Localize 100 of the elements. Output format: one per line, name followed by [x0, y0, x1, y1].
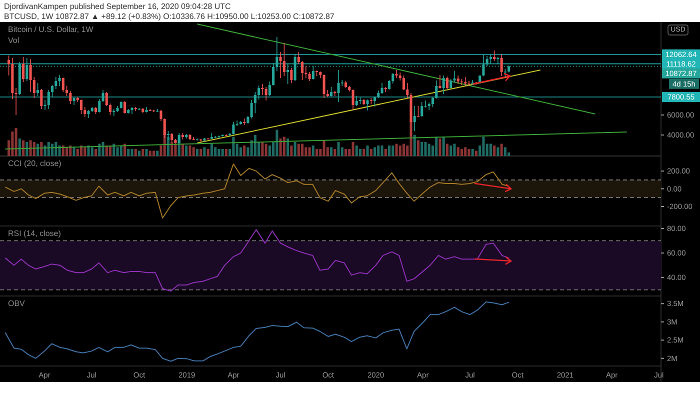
bar	[127, 149, 130, 156]
bar	[264, 144, 268, 156]
bar	[130, 149, 134, 156]
chart-title: CCI (20, close)	[8, 159, 62, 168]
bar	[304, 147, 308, 156]
bar	[18, 138, 21, 156]
bar	[344, 149, 348, 156]
candlestick	[160, 110, 162, 122]
bar	[170, 142, 174, 156]
bar	[282, 136, 286, 156]
bar	[322, 140, 326, 156]
bar	[392, 146, 394, 156]
bar	[214, 147, 217, 156]
bar	[388, 146, 391, 156]
candlestick	[290, 68, 293, 84]
bar	[72, 147, 76, 156]
bar	[54, 142, 58, 156]
candlestick	[297, 52, 300, 64]
bar	[243, 146, 246, 156]
candlestick	[264, 86, 268, 101]
bar	[76, 149, 79, 156]
bar	[32, 142, 36, 156]
bar	[370, 149, 372, 156]
candlestick	[232, 122, 235, 135]
bar	[232, 136, 235, 156]
candlestick	[8, 55, 10, 76]
candlestick	[58, 74, 61, 86]
candlestick	[261, 84, 264, 96]
candlestick	[250, 100, 253, 119]
bar	[94, 149, 98, 156]
candlestick	[44, 100, 46, 110]
chart-title: RSI (14, close)	[8, 229, 62, 238]
bar	[239, 147, 242, 156]
candlestick	[380, 82, 384, 94]
bar	[450, 146, 452, 156]
candlestick	[468, 80, 470, 86]
candlestick	[123, 100, 126, 114]
annotation: Bitcoin / U.S. Dollar, 1W	[8, 25, 94, 34]
candlestick	[80, 99, 83, 114]
candlestick	[420, 102, 424, 117]
line-series	[4, 301, 510, 362]
bar	[316, 149, 318, 156]
bar	[188, 146, 192, 156]
candlestick	[395, 70, 398, 78]
bar	[152, 150, 155, 156]
candlestick	[392, 72, 394, 84]
bar	[362, 149, 366, 156]
bar	[482, 136, 485, 156]
candlestick	[40, 88, 43, 110]
candlestick	[330, 86, 333, 97]
candlestick	[355, 96, 358, 106]
bar	[185, 146, 188, 156]
bar	[493, 146, 496, 156]
candlestick	[54, 76, 58, 90]
candlestick	[493, 50, 496, 62]
candlestick	[402, 75, 406, 90]
bar	[428, 144, 430, 156]
candlestick	[413, 106, 416, 132]
bar	[276, 130, 278, 156]
bar	[90, 147, 94, 156]
bar	[210, 144, 213, 156]
candlestick	[500, 54, 503, 76]
bar	[424, 142, 427, 156]
bar	[192, 147, 195, 156]
bar	[26, 142, 28, 156]
bar	[352, 142, 354, 156]
candlestick	[282, 42, 286, 76]
candlestick	[453, 70, 456, 83]
bar	[218, 149, 220, 156]
candlestick	[84, 106, 86, 118]
bar	[504, 147, 506, 156]
candlestick	[22, 56, 25, 82]
candlestick	[388, 80, 391, 90]
bar	[380, 146, 384, 156]
bar	[224, 149, 228, 156]
bar	[413, 135, 416, 156]
chart-title: Vol	[8, 36, 20, 45]
bar	[496, 147, 500, 156]
bar	[435, 136, 438, 156]
candlestick	[366, 99, 369, 111]
bar	[312, 146, 314, 156]
candlestick	[51, 84, 54, 98]
candlestick	[69, 90, 72, 104]
line-series	[4, 229, 510, 292]
candlestick	[496, 56, 500, 64]
candlestick	[446, 76, 448, 90]
bar	[460, 149, 463, 156]
candlestick	[105, 92, 108, 106]
bar	[148, 150, 152, 156]
candlestick	[254, 92, 256, 114]
bar	[221, 149, 224, 156]
candlestick	[438, 74, 442, 89]
bar	[420, 142, 424, 156]
bar	[200, 149, 202, 156]
bar	[402, 144, 406, 156]
bar	[116, 147, 119, 156]
bar	[40, 142, 43, 156]
bar	[334, 149, 336, 156]
bar	[442, 136, 445, 156]
candlestick	[279, 52, 282, 78]
